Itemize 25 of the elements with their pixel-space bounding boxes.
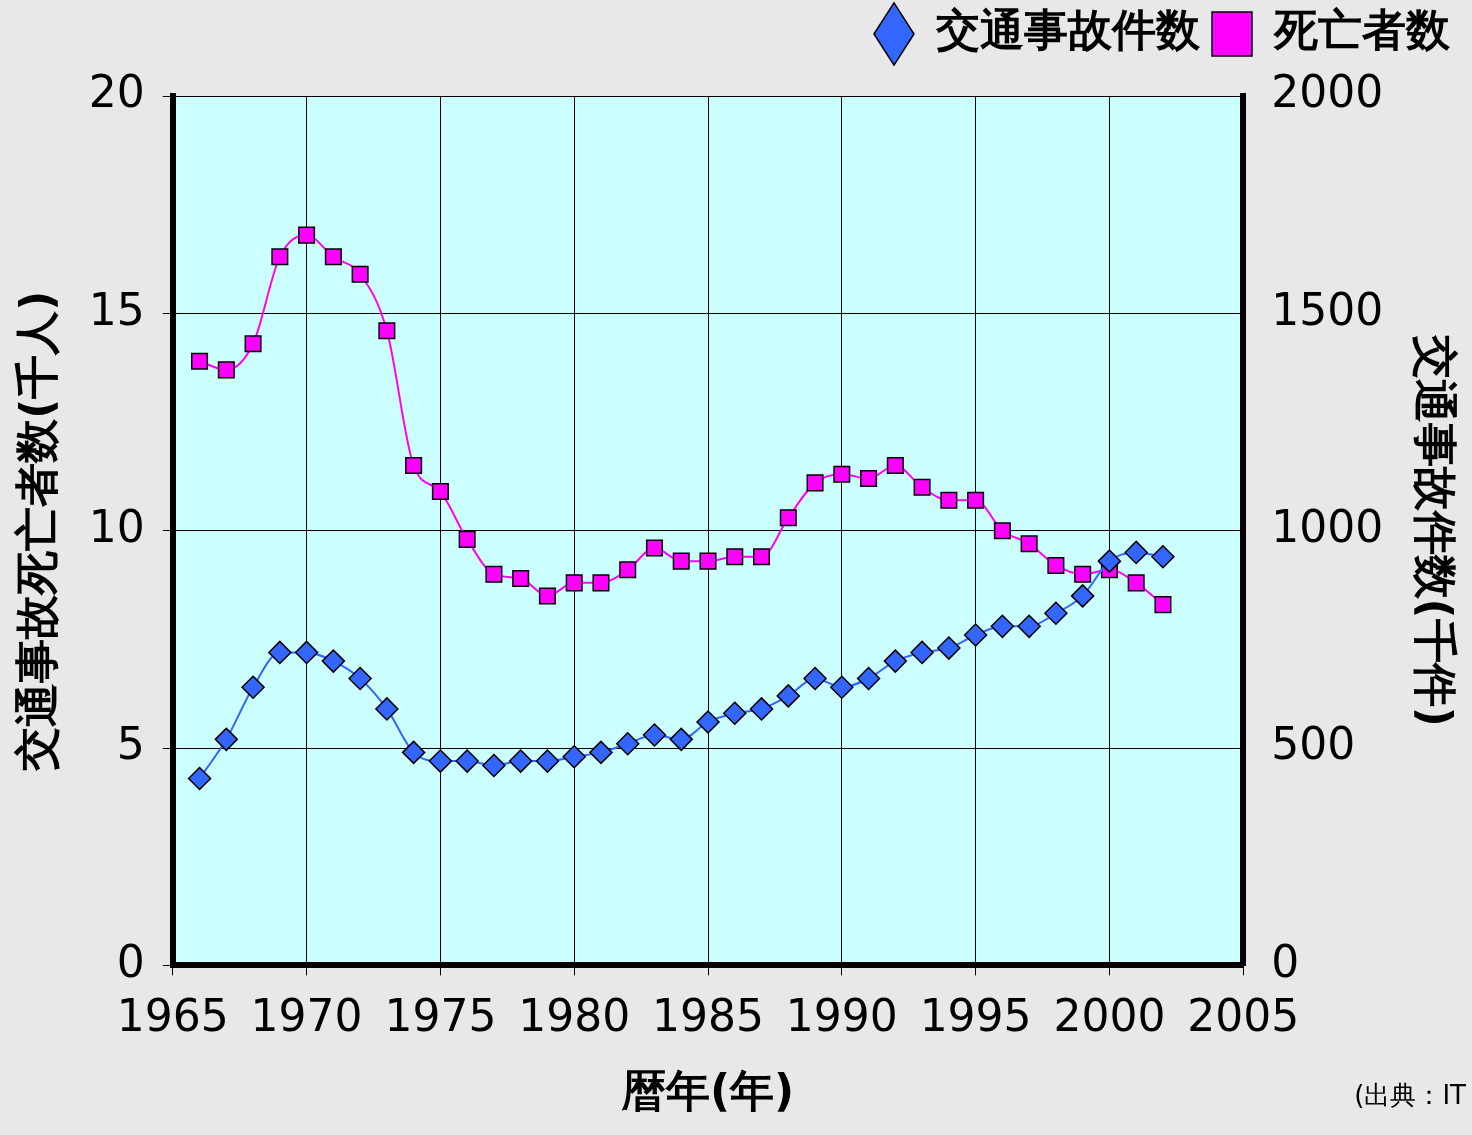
y-tick-label: 20	[88, 66, 145, 118]
y-tick-label: 15	[88, 283, 145, 335]
legend-label: 交通事故件数	[935, 4, 1201, 56]
x-tick-label: 2000	[1053, 990, 1166, 1042]
y-axis-title: 交通事故死亡者数(千人)	[10, 290, 62, 772]
y2-tick-label: 500	[1271, 718, 1356, 770]
x-tick-label: 1970	[250, 990, 363, 1042]
y2-tick-label: 0	[1271, 935, 1300, 987]
y-tick-label: 10	[88, 501, 145, 553]
x-tick-label: 2005	[1187, 990, 1300, 1042]
y2-tick-label: 1000	[1271, 501, 1384, 553]
legend-label: 死亡者数	[1273, 4, 1451, 56]
x-tick-label: 1975	[384, 990, 497, 1042]
x-tick-label: 1980	[518, 990, 631, 1042]
text: (出典：IT	[1354, 1079, 1467, 1110]
x-tick-label: 1985	[652, 990, 764, 1042]
x-tick-label: 1995	[919, 990, 1032, 1042]
y-tick-label: 5	[116, 718, 145, 770]
y-tick-label: 0	[116, 935, 145, 987]
x-tick-label: 1990	[785, 990, 898, 1042]
y2-axis-title: 交通事故件数(千件)	[1410, 333, 1462, 727]
y2-tick-label: 1500	[1271, 283, 1384, 335]
x-tick-label: 1965	[116, 990, 229, 1042]
y2-tick-label: 2000	[1271, 66, 1384, 118]
x-axis-title: 暦年(年)	[620, 1065, 795, 1117]
